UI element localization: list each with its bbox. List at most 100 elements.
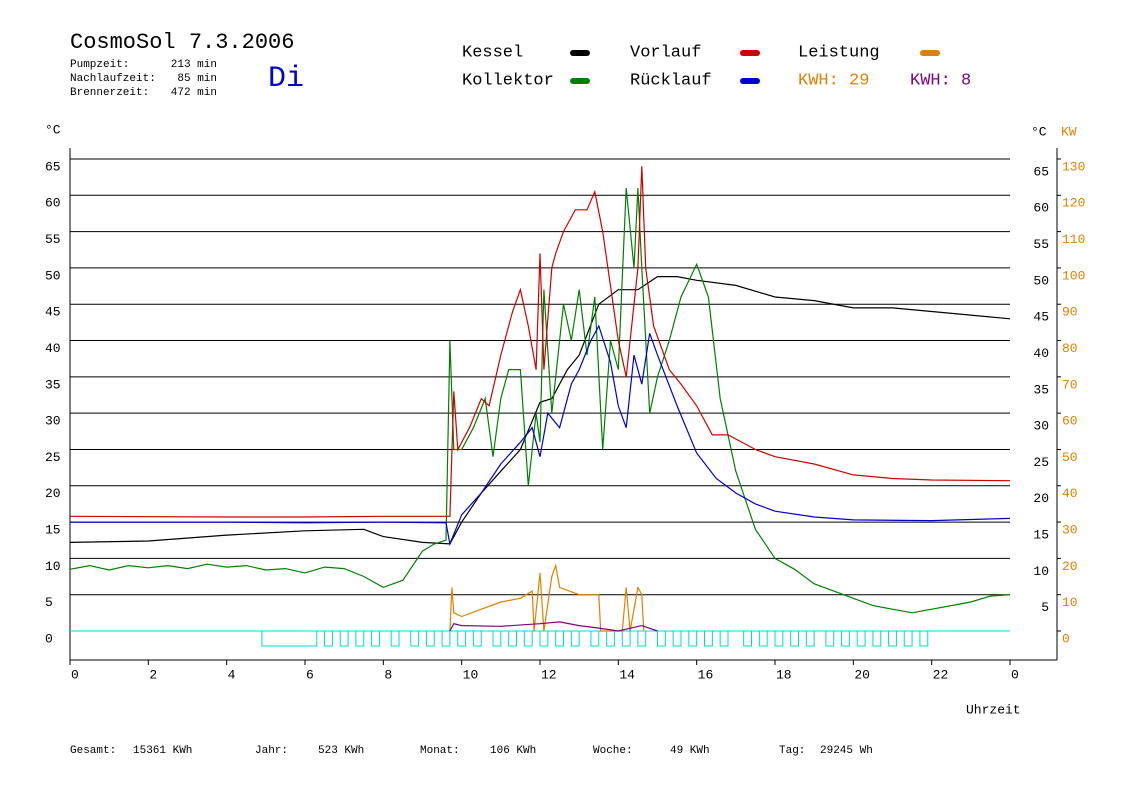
y-right-tick-label: 65: [1033, 164, 1049, 179]
pump-interval: [872, 630, 882, 647]
x-tick-label: 0: [1011, 667, 1019, 682]
x-tick-label: 8: [384, 667, 392, 682]
x-tick-label: 12: [541, 667, 557, 682]
x-tick-label: 18: [776, 667, 792, 682]
y2-tick-label: 60: [1062, 414, 1078, 429]
y2-tick-label: 130: [1062, 159, 1085, 174]
pump-interval: [390, 630, 400, 647]
y-tick-label: 30: [45, 414, 61, 429]
pump-interval: [856, 630, 866, 647]
footer-value: 49 KWh: [670, 745, 710, 757]
y2-tick-label: 90: [1062, 305, 1078, 320]
series-line: [69, 276, 1011, 545]
pump-interval: [570, 630, 580, 647]
pump-interval: [637, 630, 647, 647]
stat-label: Nachlaufzeit:: [70, 73, 156, 85]
y2-tick-label: 120: [1062, 196, 1085, 211]
x-tick-label: 14: [619, 667, 635, 682]
x-tick-label: 0: [71, 667, 79, 682]
y2-tick-label: 30: [1062, 523, 1078, 538]
y2-tick-label: 0: [1062, 631, 1070, 646]
footer-label: Gesamt:: [70, 745, 116, 757]
y-tick-label: 15: [45, 523, 61, 538]
y2-tick-label: 50: [1062, 450, 1078, 465]
stat-label: Brennerzeit:: [70, 87, 149, 99]
series-line: [449, 621, 658, 632]
y-tick-label: 0: [45, 631, 53, 646]
y2-tick-label: 40: [1062, 486, 1078, 501]
y-right-tick-label: 25: [1033, 455, 1049, 470]
pump-interval: [805, 630, 815, 647]
footer-value: 15361 KWh: [133, 745, 192, 757]
pump-interval: [457, 630, 467, 647]
pump-interval: [339, 630, 349, 647]
pump-interval: [758, 630, 768, 647]
pump-interval: [774, 630, 784, 647]
pump-interval: [425, 630, 435, 647]
footer-value: 29245 Wh: [820, 745, 873, 757]
x-tick-label: 10: [463, 667, 479, 682]
pump-interval: [606, 630, 615, 647]
y-tick-label: 60: [45, 196, 61, 211]
y-right-tick-label: 60: [1033, 201, 1049, 216]
pump-interval: [919, 630, 929, 647]
stat-label: Pumpzeit:: [70, 59, 129, 71]
footer-label: Tag:: [779, 745, 805, 757]
y-tick-label: 40: [45, 341, 61, 356]
y-right-tick-label: 30: [1033, 419, 1049, 434]
pump-interval: [492, 630, 502, 647]
pump-interval: [888, 630, 897, 647]
footer-label: Woche:: [593, 745, 633, 757]
stat-value: 472 min: [171, 87, 217, 99]
y-tick-label: 65: [45, 159, 61, 174]
legend-label: Rücklauf: [630, 71, 712, 90]
series-line: [69, 166, 1011, 518]
legend-label: Kessel: [462, 43, 523, 62]
pump-interval: [672, 630, 682, 647]
pump-interval: [523, 630, 533, 647]
y-right-tick-label: 20: [1033, 491, 1049, 506]
y-right-tick-label: 5: [1041, 600, 1049, 615]
y2-tick-label: 20: [1062, 559, 1078, 574]
y-tick-label: 10: [45, 559, 61, 574]
pump-interval: [441, 630, 451, 647]
pump-interval: [790, 630, 800, 647]
y2-tick-label: 10: [1062, 595, 1078, 610]
y2-tick-label: 100: [1062, 268, 1085, 283]
y-tick-label: 20: [45, 486, 61, 501]
pump-interval: [371, 630, 380, 647]
pump-interval: [743, 630, 753, 647]
series-line: [449, 563, 645, 632]
x-tick-label: 22: [933, 667, 949, 682]
kwh-label: KWH: 8: [910, 71, 971, 90]
pump-interval: [508, 630, 517, 647]
y-tick-label: 45: [45, 305, 61, 320]
x-label: Uhrzeit: [966, 702, 1021, 717]
kwh-label: KWH: 29: [798, 71, 869, 90]
y-tick-label: 25: [45, 450, 61, 465]
y-unit: °C: [45, 122, 61, 137]
y-right-tick-label: 10: [1033, 564, 1049, 579]
pump-interval: [539, 630, 549, 647]
x-tick-label: 20: [854, 667, 870, 682]
footer-value: 523 KWh: [318, 745, 364, 757]
footer-label: Jahr:: [255, 745, 288, 757]
y-tick-label: 5: [45, 595, 53, 610]
pump-interval: [825, 630, 835, 647]
pump-interval: [719, 630, 729, 647]
x-tick-label: 16: [698, 667, 714, 682]
y-right-tick-label: 40: [1033, 346, 1049, 361]
y-tick-label: 35: [45, 377, 61, 392]
pump-interval: [903, 630, 913, 647]
y-right-tick-label: 35: [1033, 382, 1049, 397]
pump-interval: [841, 630, 850, 647]
pump-interval: [410, 630, 420, 647]
stat-value: 213 min: [171, 59, 217, 71]
x-tick-label: 2: [149, 667, 157, 682]
pump-interval: [657, 630, 666, 647]
y-right-tick-label: 50: [1033, 273, 1049, 288]
y-right-tick-label: 55: [1033, 237, 1049, 252]
title: CosmoSol 7.3.2006: [70, 30, 294, 55]
y-tick-label: 50: [45, 268, 61, 283]
